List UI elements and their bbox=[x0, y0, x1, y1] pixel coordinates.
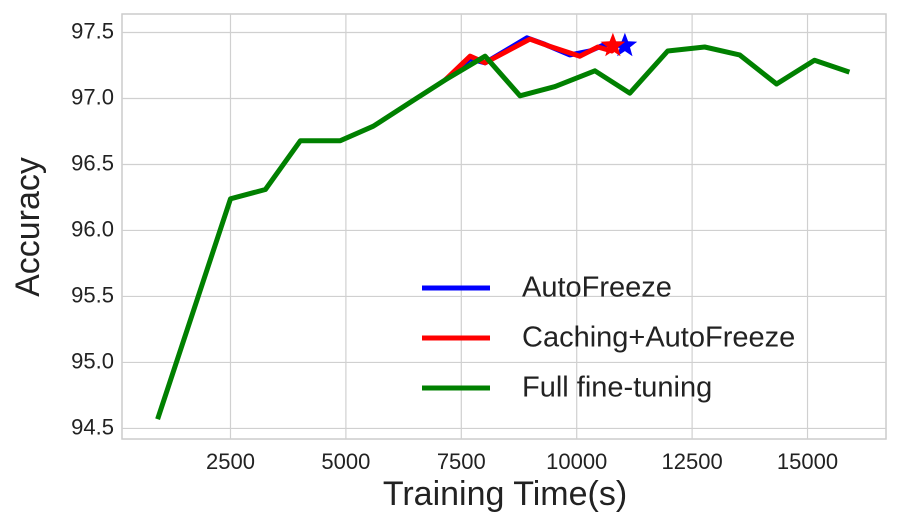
x-tick-label: 12500 bbox=[662, 449, 723, 474]
x-tick-label: 7500 bbox=[437, 449, 486, 474]
x-tick-label: 2500 bbox=[206, 449, 255, 474]
y-tick-label: 97.5 bbox=[71, 18, 114, 43]
grid bbox=[122, 14, 886, 439]
end-marker bbox=[600, 32, 626, 57]
x-tick-label: 5000 bbox=[321, 449, 370, 474]
x-tick-label: 15000 bbox=[777, 449, 838, 474]
y-tick-label: 95.5 bbox=[71, 282, 114, 307]
end-marker bbox=[612, 32, 638, 57]
y-tick-label: 96.5 bbox=[71, 150, 114, 175]
legend-label: AutoFreeze bbox=[522, 272, 672, 304]
plot-area bbox=[121, 13, 887, 440]
legend-label: Full fine-tuning bbox=[522, 372, 712, 404]
y-tick-label: 94.5 bbox=[71, 414, 114, 439]
legend-label: Caching+AutoFreeze bbox=[522, 322, 795, 354]
x-axis-label: Training Time(s) bbox=[383, 475, 627, 513]
y-tick-label: 95.0 bbox=[71, 348, 114, 373]
y-axis-label: Accuracy bbox=[9, 157, 47, 297]
series-line bbox=[155, 44, 851, 420]
y-tick-label: 96.0 bbox=[71, 216, 114, 241]
x-tick-label: 10000 bbox=[546, 449, 607, 474]
y-tick-label: 97.0 bbox=[71, 84, 114, 109]
